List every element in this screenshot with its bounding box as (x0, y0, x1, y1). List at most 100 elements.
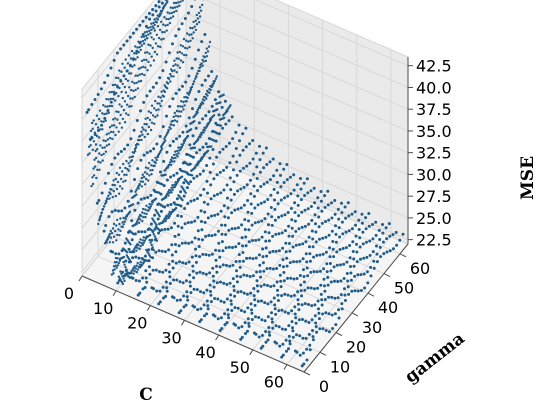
data-point (263, 301, 267, 305)
data-point (149, 205, 152, 208)
data-point (161, 30, 164, 34)
data-point (137, 80, 141, 83)
data-point (175, 137, 178, 141)
data-point (155, 223, 158, 227)
data-point (176, 180, 180, 183)
data-point (175, 278, 179, 282)
data-point (194, 19, 197, 22)
data-point (143, 230, 147, 234)
data-point (365, 270, 369, 274)
data-point (164, 280, 168, 284)
data-point (148, 202, 151, 206)
data-point (308, 245, 311, 249)
data-point (165, 17, 168, 21)
y-tick-mark (303, 371, 311, 376)
data-point (250, 223, 254, 227)
data-point (190, 33, 193, 36)
data-point (116, 257, 119, 260)
data-point (297, 227, 301, 231)
data-point (221, 126, 225, 130)
data-point (185, 54, 188, 57)
data-point (225, 321, 229, 325)
data-point (192, 80, 196, 83)
data-point (101, 128, 104, 131)
data-point (245, 164, 249, 168)
data-point (154, 42, 158, 45)
data-point (322, 267, 326, 271)
data-point (289, 207, 293, 210)
data-point (190, 174, 194, 177)
data-point (299, 177, 302, 180)
y-axis-line (303, 243, 409, 373)
data-point (93, 158, 96, 161)
data-point (340, 211, 344, 215)
data-point (213, 98, 217, 102)
data-point (149, 26, 152, 29)
data-point (333, 199, 337, 202)
data-point (175, 182, 178, 185)
data-point (307, 222, 311, 226)
data-point (130, 88, 133, 92)
grid-line-gamma-floor (97, 255, 321, 353)
data-point (266, 315, 270, 319)
data-point (184, 303, 188, 307)
data-point (108, 136, 112, 140)
data-point (320, 303, 324, 307)
data-point (137, 256, 141, 260)
data-point (210, 104, 214, 108)
data-point (110, 90, 114, 94)
data-point (166, 23, 169, 27)
data-point (111, 241, 115, 244)
data-point (288, 339, 292, 343)
data-point (121, 82, 124, 86)
data-point (192, 276, 196, 280)
data-point (131, 155, 135, 158)
data-point (322, 277, 326, 281)
data-point (144, 129, 147, 132)
data-point (286, 293, 290, 297)
data-point (287, 324, 291, 328)
data-point (177, 88, 181, 92)
data-point (156, 18, 160, 21)
data-point (169, 189, 172, 192)
data-point (367, 224, 371, 228)
data-point (90, 103, 94, 106)
data-point (242, 185, 246, 189)
data-point (288, 342, 292, 346)
data-point (355, 242, 358, 246)
data-point (237, 326, 241, 330)
data-point (175, 57, 178, 60)
data-point (153, 235, 157, 238)
data-point (176, 155, 179, 158)
data-point (385, 237, 389, 241)
data-point (92, 167, 95, 170)
data-point (273, 207, 277, 211)
data-point (311, 335, 315, 339)
data-point (277, 325, 281, 329)
data-point (306, 274, 310, 278)
data-point (148, 272, 152, 276)
data-point (200, 40, 204, 44)
data-point (142, 236, 145, 239)
data-point (289, 276, 293, 280)
data-point (165, 114, 168, 118)
data-point (327, 330, 331, 334)
data-point (179, 59, 183, 62)
data-point (240, 223, 244, 227)
data-point (173, 111, 176, 115)
data-point (298, 353, 302, 357)
data-point (146, 196, 150, 199)
data-point (343, 293, 347, 297)
data-point (173, 234, 177, 238)
grid-line-c-floor (218, 206, 324, 336)
data-point (350, 289, 354, 293)
data-point (233, 306, 237, 310)
data-point (138, 241, 141, 244)
data-point (301, 257, 305, 261)
data-point (148, 207, 151, 210)
data-point (160, 147, 164, 150)
data-point (295, 260, 299, 264)
data-point (283, 213, 287, 217)
data-point (147, 179, 150, 182)
data-point (109, 100, 113, 104)
